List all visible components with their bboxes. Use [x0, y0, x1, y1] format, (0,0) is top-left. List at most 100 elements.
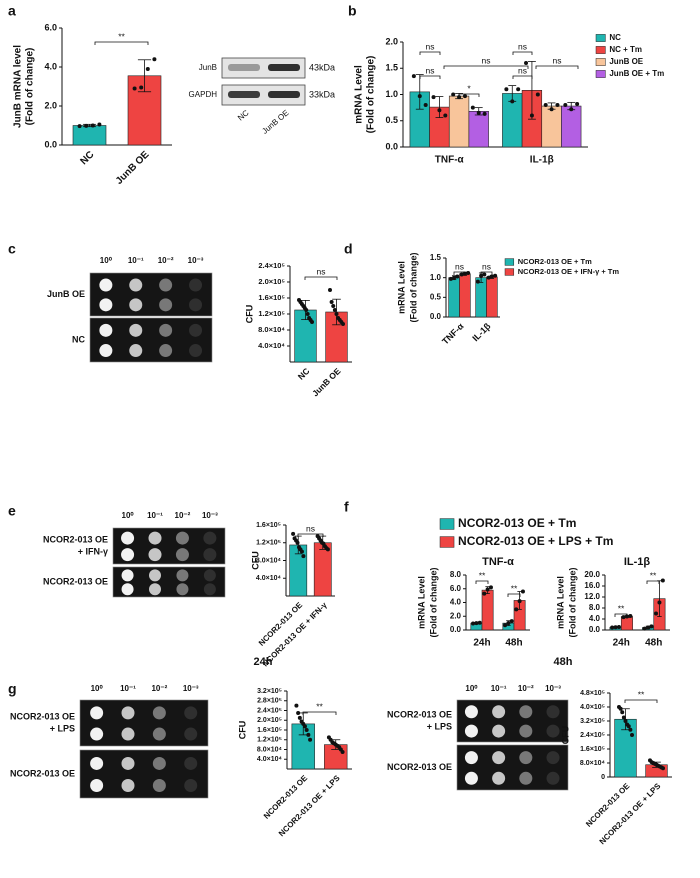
- y-tick-label: 2.0×10⁵: [257, 717, 282, 724]
- chart-title: TNF-α: [482, 556, 514, 568]
- colony-spot: [121, 583, 134, 596]
- data-point: [423, 103, 428, 107]
- significance-label: ns: [426, 41, 435, 51]
- y-tick-label: 0.0: [44, 139, 57, 149]
- data-point: [477, 620, 482, 625]
- y-axis-label: (Fold of change): [428, 568, 438, 638]
- legend-label: JunB OE: [609, 57, 643, 66]
- data-point: [510, 99, 515, 104]
- data-point: [452, 275, 457, 280]
- y-tick-label: 1.6×10⁵: [258, 293, 285, 302]
- significance-bracket: [475, 580, 489, 584]
- data-point: [145, 66, 150, 71]
- y-tick-label: 8.0×10⁴: [258, 325, 285, 334]
- dilution-label: 10⁻¹: [120, 684, 136, 693]
- colony-spot: [492, 705, 506, 719]
- data-point: [301, 554, 306, 559]
- y-tick-label: 2.0: [385, 36, 398, 46]
- dilution-label: 10⁻²: [175, 511, 191, 520]
- legend-swatch: [439, 518, 455, 530]
- colony-spot: [159, 298, 173, 312]
- colony-spot: [184, 727, 198, 741]
- colony-spot: [546, 771, 560, 785]
- plate-row-label: + LPS: [50, 723, 75, 733]
- colony-spot: [152, 727, 166, 741]
- panel-label: e: [8, 503, 16, 519]
- data-point: [509, 619, 514, 624]
- colony-spot: [519, 724, 533, 738]
- colony-spot: [464, 751, 478, 765]
- y-axis-label: mRNA Level: [354, 65, 365, 124]
- data-point: [613, 625, 618, 630]
- y-tick-label: 12.0: [584, 592, 600, 601]
- y-tick-label: 4.0×10⁵: [580, 704, 605, 711]
- colony-spot: [121, 548, 135, 562]
- y-tick-label: 1.0: [385, 89, 398, 99]
- significance-label: **: [511, 583, 518, 593]
- significance-label: **: [118, 31, 125, 41]
- colony-spot: [464, 771, 478, 785]
- blot-strip: [221, 57, 306, 79]
- data-point: [486, 275, 491, 280]
- colony-spot: [129, 298, 143, 312]
- data-point: [327, 288, 332, 292]
- colony-spot: [129, 344, 143, 358]
- significance-label: **: [479, 570, 486, 580]
- x-tick-label: 24h: [613, 638, 630, 649]
- data-point: [297, 715, 302, 720]
- data-point: [476, 110, 481, 115]
- colony-spot: [519, 771, 533, 785]
- chart-title: 24h: [254, 656, 273, 668]
- data-point: [411, 74, 416, 79]
- colony-spot: [148, 548, 162, 562]
- significance-bracket: [297, 533, 324, 537]
- y-tick-label: 16.0: [584, 581, 600, 590]
- data-point: [295, 540, 300, 545]
- y-tick-label: 1.2×10⁵: [257, 737, 282, 744]
- y-tick-label: 1.6×10⁵: [580, 746, 605, 753]
- colony-spot: [159, 323, 173, 337]
- significance-label: ns: [317, 266, 326, 276]
- data-point: [482, 272, 487, 277]
- data-point: [654, 611, 659, 616]
- significance-label: ns: [455, 261, 464, 271]
- bar: [468, 111, 489, 148]
- data-point: [516, 87, 521, 92]
- plate-row-label: NCOR2-013 OE: [43, 576, 108, 586]
- dilution-label: 10⁻¹: [147, 511, 163, 520]
- data-point: [302, 724, 307, 729]
- panel-label: g: [8, 681, 17, 697]
- legend-swatch: [504, 268, 515, 276]
- data-point: [535, 92, 540, 97]
- colony-spot: [203, 569, 216, 582]
- legend-label: NC + Tm: [609, 45, 642, 54]
- data-point: [543, 103, 548, 107]
- bar: [481, 589, 494, 631]
- y-tick-label: 8.0: [589, 603, 601, 612]
- colony-spot: [546, 705, 560, 719]
- y-tick-label: 4.0: [450, 598, 462, 607]
- data-point: [514, 607, 519, 612]
- legend-label: NCOR2-013 OE + Tm: [458, 516, 576, 530]
- colony-spot: [189, 298, 203, 312]
- data-point: [520, 589, 525, 594]
- data-point: [524, 61, 529, 65]
- panel-label: f: [344, 499, 349, 515]
- y-axis-label: CFU: [250, 551, 260, 570]
- colony-spot: [129, 278, 143, 292]
- data-point: [325, 547, 330, 552]
- colony-spot: [90, 727, 104, 741]
- plate-row-label: + IFN-γ: [78, 546, 108, 556]
- bar: [448, 95, 470, 148]
- y-tick-label: 1.2×10⁵: [256, 540, 281, 547]
- legend-swatch: [595, 46, 606, 54]
- data-point: [443, 113, 448, 118]
- data-point: [549, 107, 554, 112]
- colony-spot: [152, 779, 166, 793]
- data-point: [152, 57, 157, 62]
- data-point: [646, 625, 651, 630]
- x-tick-label: TNF-α: [435, 155, 465, 166]
- colony-spot: [203, 583, 216, 596]
- plate-row-label: JunB OE: [47, 289, 85, 299]
- panel-label: d: [344, 241, 353, 257]
